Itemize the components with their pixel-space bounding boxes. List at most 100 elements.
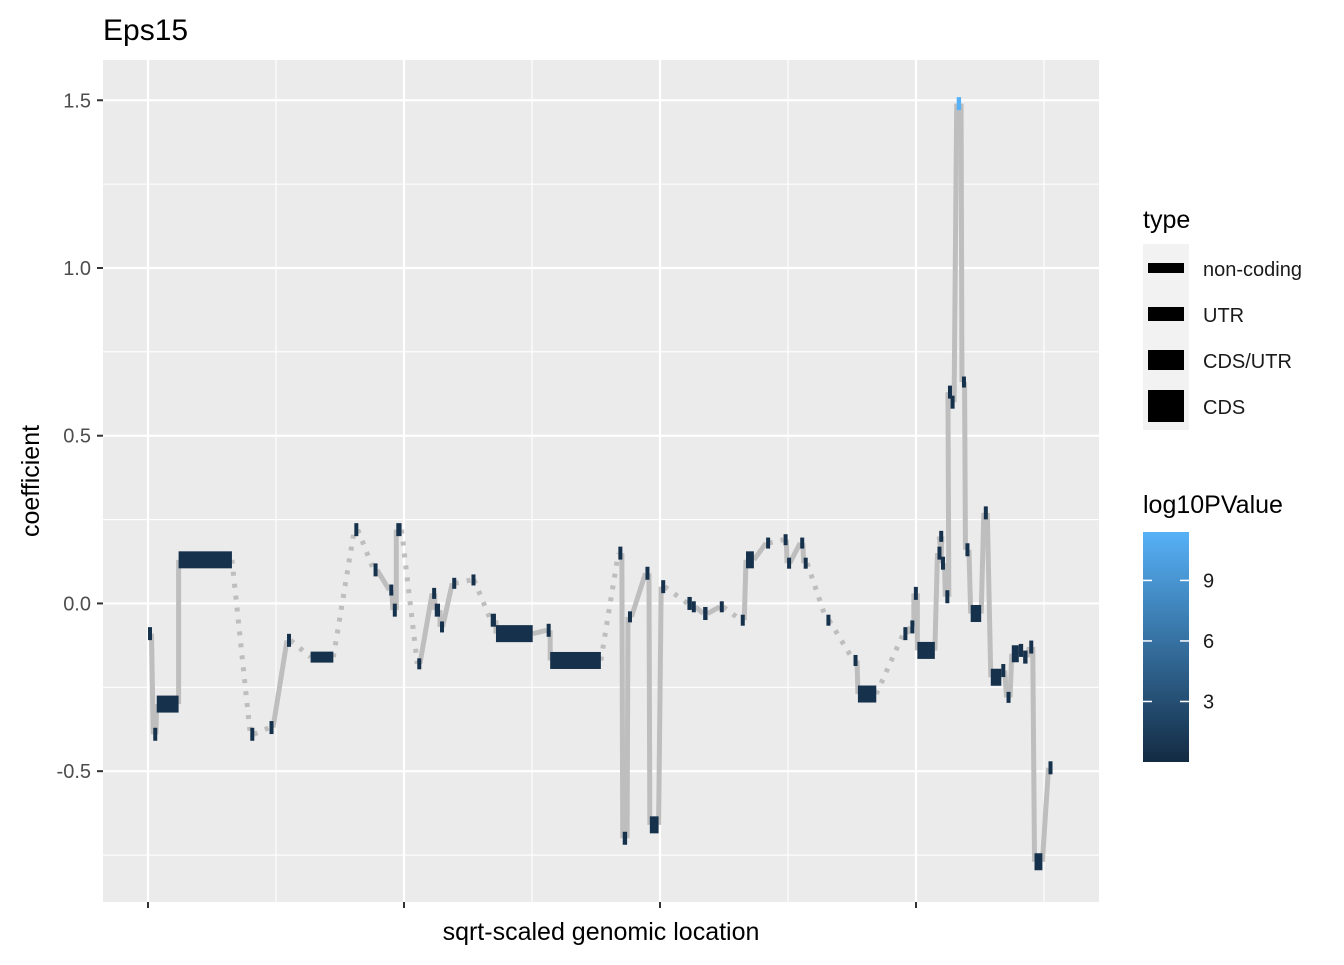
y-tick-label: -0.5 xyxy=(57,761,91,783)
coefficient-segments xyxy=(148,97,1053,871)
connector-solid xyxy=(374,568,392,592)
segment-utr xyxy=(766,537,771,549)
connector-dotted xyxy=(826,618,856,662)
type-legend-title: type xyxy=(1143,206,1190,234)
segment-cds xyxy=(1034,853,1043,871)
segment-cds xyxy=(857,685,877,703)
connector-dotted xyxy=(471,579,494,622)
connector-solid xyxy=(741,559,749,621)
segment-cds-utr xyxy=(965,543,970,557)
segment-utr xyxy=(800,537,805,549)
segment-utr xyxy=(440,621,445,633)
y-axis: -0.5 0.0 0.5 1.0 1.5 xyxy=(57,90,103,783)
connector-solid xyxy=(619,553,626,839)
connector-solid xyxy=(932,553,940,651)
colorbar-label: 9 xyxy=(1203,570,1214,592)
connector-solid xyxy=(148,633,156,735)
connector-solid xyxy=(693,604,705,616)
segment-utr xyxy=(432,587,437,599)
segment-utr xyxy=(803,557,808,569)
major-gridlines xyxy=(103,60,1099,902)
segment-cds-utr xyxy=(937,546,942,560)
connector-solid xyxy=(646,573,653,825)
segment-utr xyxy=(471,574,476,586)
connector-solid xyxy=(966,549,974,614)
connector-dotted xyxy=(768,537,785,546)
y-tick-label: 0.0 xyxy=(63,593,91,615)
segment-cds-utr xyxy=(490,613,496,627)
y-tick-label: 0.5 xyxy=(63,426,91,448)
connector-solid xyxy=(854,660,861,695)
segment-cds xyxy=(495,625,533,643)
connector-solid xyxy=(962,382,968,550)
type-legend-label: CDS/UTR xyxy=(1203,351,1292,373)
segment-cds-utr xyxy=(687,596,692,610)
segment-cds-utr xyxy=(618,546,623,560)
colorbar-label: 3 xyxy=(1203,691,1214,713)
connector-solid xyxy=(440,582,455,628)
type-legend-label: UTR xyxy=(1203,305,1244,327)
connector-solid xyxy=(945,392,952,597)
segment-cds xyxy=(970,605,982,623)
connector-dotted xyxy=(355,528,376,571)
connector-solid xyxy=(270,639,290,728)
segment-cds-utr xyxy=(956,97,962,111)
y-axis-label: coefficient xyxy=(17,425,45,537)
connector-dotted xyxy=(288,638,313,660)
connector-solid xyxy=(751,541,769,562)
segment-cds-utr xyxy=(903,627,908,641)
type-legend-swatch xyxy=(1148,390,1184,422)
segment-cds xyxy=(178,551,232,569)
segment-utr xyxy=(961,376,966,388)
minor-gridlines xyxy=(103,60,1099,902)
connector-solid xyxy=(1025,646,1032,658)
segment-cds-utr xyxy=(269,721,274,735)
segment-cds xyxy=(1011,645,1019,663)
segment-cds-utr xyxy=(983,506,988,520)
colorbar xyxy=(1143,532,1189,762)
segment-cds-utr xyxy=(287,633,292,647)
type-legend-label: CDS xyxy=(1203,397,1245,419)
connector-solid xyxy=(532,627,548,637)
connector-solid xyxy=(951,103,960,403)
segment-cds-utr xyxy=(645,566,650,580)
segment-cds-utr xyxy=(661,580,666,594)
segment-utr xyxy=(787,557,792,569)
segment-cds xyxy=(550,651,601,669)
connector-solid xyxy=(1039,767,1051,862)
connector-solid xyxy=(656,586,664,825)
colorbar-label: 6 xyxy=(1203,631,1214,653)
segment-cds-utr xyxy=(1023,650,1028,664)
segment-utr xyxy=(389,584,394,596)
type-legend-swatch xyxy=(1148,263,1184,273)
connector-solid xyxy=(629,572,648,618)
segment-cds xyxy=(990,668,1002,686)
y-tick-label: 1.0 xyxy=(63,258,91,280)
segment-cds-utr xyxy=(950,395,955,409)
segment-cds xyxy=(917,641,935,659)
segment-cds-utr xyxy=(622,831,628,845)
connector-dotted xyxy=(454,577,472,586)
pvalue-legend-title: log10PValue xyxy=(1143,491,1283,519)
segment-utr xyxy=(452,577,457,589)
x-axis-ticks xyxy=(147,902,917,908)
segment-cds-utr xyxy=(153,727,158,741)
segment-utr xyxy=(740,614,745,626)
connector-solid xyxy=(978,512,987,614)
connector-solid xyxy=(417,592,435,665)
segment-utr xyxy=(783,534,788,546)
pvalue-legend: log10PValue 3 6 9 xyxy=(1143,491,1283,762)
connector-dotted xyxy=(663,584,689,606)
segment-cds-utr xyxy=(1048,761,1053,775)
segment-utr xyxy=(1006,691,1011,703)
segment-utr xyxy=(826,614,831,626)
segment-utr xyxy=(627,611,632,623)
segment-cds xyxy=(156,695,179,713)
segment-cds-utr xyxy=(392,603,397,617)
connector-solid xyxy=(904,625,913,635)
type-legend: type non-coding UTR CDS/UTR CDS xyxy=(1143,206,1302,430)
segment-utr xyxy=(853,654,858,666)
segment-cds-utr xyxy=(940,556,945,570)
segment-cds-utr xyxy=(947,385,952,399)
segment-cds-utr xyxy=(910,620,915,634)
